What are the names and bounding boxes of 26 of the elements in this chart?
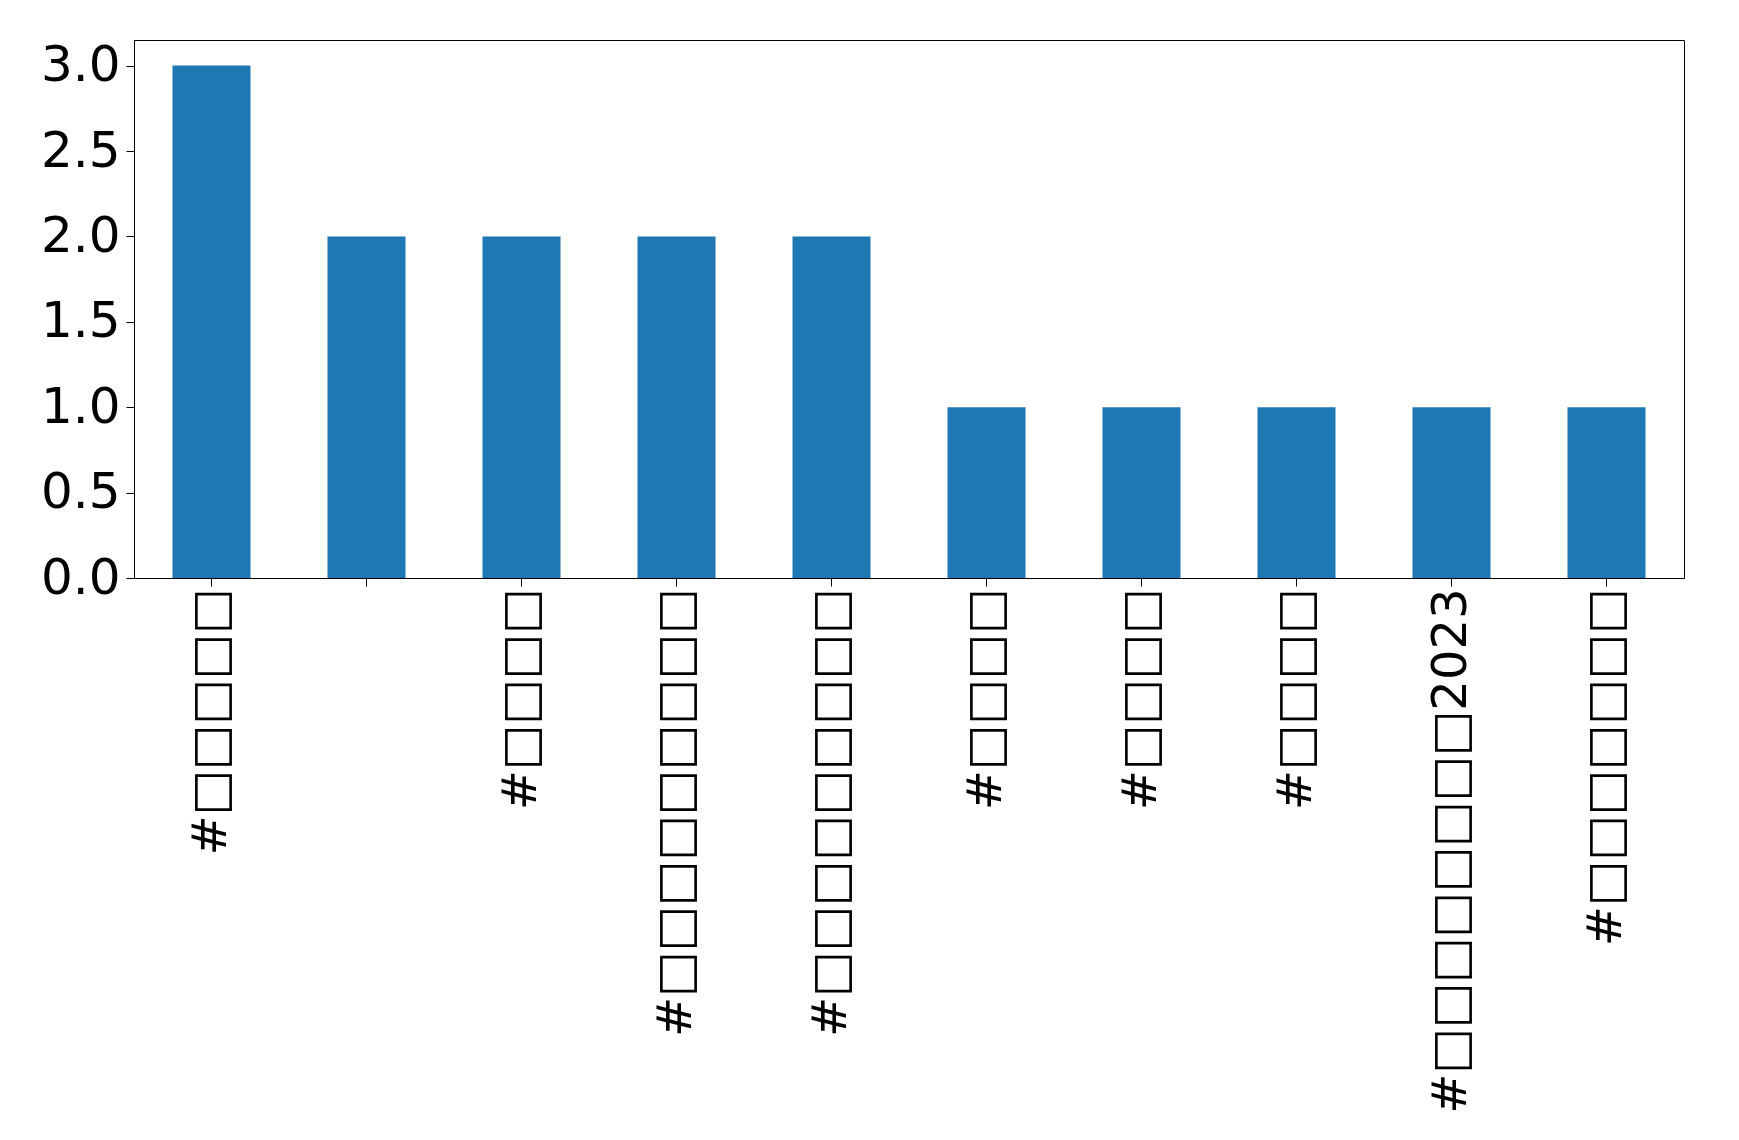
y-tick-label: 2.5 — [40, 120, 121, 179]
x-tick-label: #□□□□□□□□□ — [645, 588, 702, 1037]
bar — [792, 236, 871, 578]
y-tick-label: 3.0 — [40, 35, 121, 94]
bar — [1412, 407, 1491, 578]
bar — [482, 236, 561, 578]
bar — [327, 236, 406, 578]
bar — [1257, 407, 1336, 578]
bar — [1102, 407, 1181, 578]
x-tick-label: #□□□□□□□□□ — [800, 588, 857, 1037]
y-tick-label: 1.0 — [40, 376, 121, 435]
x-tick-label: #□□□□□□□□2023 — [1420, 588, 1477, 1114]
bar — [1567, 407, 1646, 578]
bar — [637, 236, 716, 578]
y-tick-label: 0.0 — [40, 547, 121, 606]
y-tick-label: 1.5 — [40, 291, 121, 350]
bar — [172, 65, 251, 578]
x-tick-label: #□□□□ — [1265, 588, 1322, 811]
y-tick-label: 0.5 — [40, 462, 121, 521]
x-tick-label: #□□□□□□□ — [1575, 588, 1632, 947]
bar — [947, 407, 1026, 578]
x-tick-label: #□□□□□ — [180, 588, 237, 856]
x-tick-label: #□□□□ — [490, 588, 547, 811]
x-tick-label: #□□□□ — [955, 588, 1012, 811]
x-tick-label: #□□□□ — [1110, 588, 1167, 811]
y-tick-label: 2.0 — [40, 205, 121, 264]
